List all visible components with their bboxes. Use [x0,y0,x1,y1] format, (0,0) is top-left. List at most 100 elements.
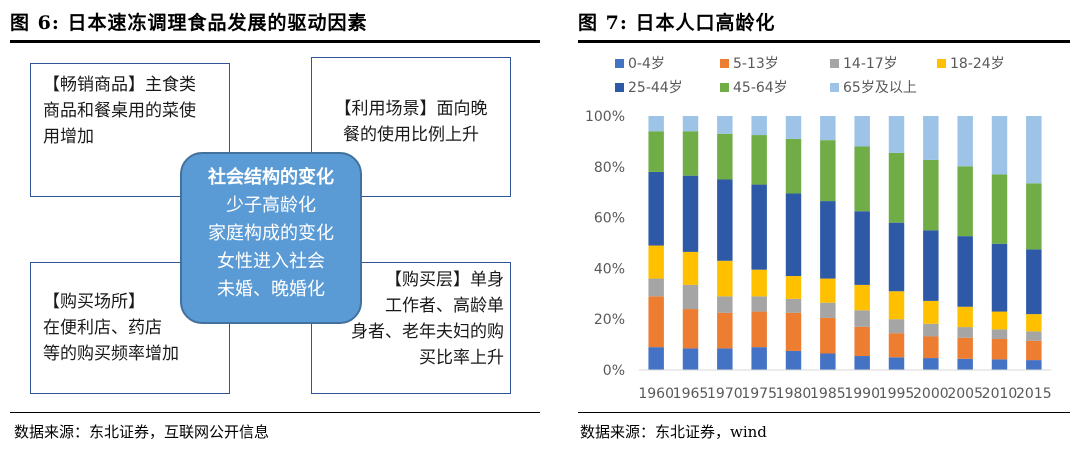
bar-segment [1026,331,1042,341]
bar-segment [751,296,767,312]
figure-7-title-rule [578,40,1070,43]
bar-segment [854,284,870,311]
bar-segment [785,193,802,277]
bar-segment [854,146,870,212]
bar-segment [648,296,664,348]
bar-segment [785,116,802,139]
figure-6-source: 数据来源：东北证券，互联网公开信息 [14,423,270,441]
x-tick-label: 1960 [638,386,674,402]
bar-segment [820,353,836,370]
legend-label: 45-64岁 [733,80,788,96]
bar-segment [888,222,905,292]
bar-segment [717,312,733,349]
bar-segment [751,135,767,185]
x-tick-label: 2005 [947,386,983,402]
box-best-selling-products: 【畅销商品】主食类 商品和餐桌用的菜使 用增加 [30,63,230,197]
bar-segment [648,278,664,297]
bar-segment [888,319,905,334]
bar-segment [854,116,870,147]
bar-segment [751,116,767,136]
bar-segment [991,311,1008,330]
bar-segment [648,171,664,246]
bar-segment [991,116,1008,175]
bar-segment [682,131,699,176]
legend-swatch [720,59,729,68]
bar-segment [648,116,664,132]
box-line: 工作者、高龄单 [385,296,504,316]
y-tick-label: 40% [594,261,625,277]
legend-swatch [937,59,946,68]
box-line: 餐的使用比例上升 [343,125,479,145]
legend-swatch [720,83,729,92]
bar-segment [1026,183,1042,250]
box-line: 【利用场景】面向晚 [334,99,488,119]
figure-6-bottom-rule [10,412,540,413]
legend-label: 5-13岁 [733,56,779,72]
center-line: 家庭构成的变化 [208,223,334,244]
bar-segment [957,116,973,167]
x-tick-label: 1970 [707,386,743,402]
population-age-stacked-bar-chart: 0-4岁 5-13岁 14-17岁 18-24岁 25-44岁 45-64岁 65岁及以上 0… [585,56,1052,402]
y-tick-label: 60% [594,211,625,227]
box-line: 身者、老年夫妇的购 [351,322,504,342]
bar-segment [751,311,767,348]
bar-segment [682,309,699,349]
figure-6-title-rule [10,40,540,43]
bar-segment [957,327,973,338]
bar-segment [785,138,802,194]
bar-segment [820,116,836,141]
bar-segment [682,116,699,132]
center-heading: 社会结构的变化 [208,167,334,188]
bar-segment [1026,360,1042,370]
bar-segment [991,359,1008,370]
bar-segment [991,243,1008,312]
bar-segment [820,317,836,354]
bar-segment [717,348,733,370]
bar-segment [923,116,939,160]
bar-segment [888,152,905,223]
bar-segment [957,358,973,370]
y-tick-label: 20% [594,312,625,328]
bar-segment [717,260,733,297]
legend-swatch [615,83,624,92]
bar-segment [820,140,836,202]
bar-segment [751,269,767,297]
bar-segment [1026,249,1042,315]
bar-segment [648,347,664,370]
legend-label: 14-17岁 [843,56,898,72]
bar-segment [888,291,905,320]
bar-segment [682,251,699,285]
bar-segment [854,326,870,357]
bar-segment [854,356,870,370]
bar-segment [820,302,836,318]
bar-segment [888,333,905,358]
bar-segment [923,336,939,359]
y-tick-label: 0% [603,363,625,379]
x-tick-label: 2015 [1016,386,1052,402]
y-tick-label: 80% [594,160,625,176]
box-purchase-location: 【购买场所】 在便利店、药店 等的购买频率增加 [30,262,230,394]
y-tick-label: 100% [585,109,625,125]
bar-segment [820,278,836,303]
center-line: 女性进入社会 [217,251,325,272]
bar-segment [1026,340,1042,361]
legend-label: 0-4岁 [628,56,665,72]
bar-segment [957,306,973,328]
bar-segment [717,179,733,261]
figure-7-title: 图 7: 日本人口高龄化 [578,12,776,34]
bar-segment [957,166,973,237]
box-line: 在便利店、药店 [43,318,162,338]
bar-segment [991,174,1008,244]
bar-segment [1026,116,1042,184]
legend-swatch [830,83,839,92]
box-line: 用增加 [43,127,94,147]
figure-7-bottom-rule [578,412,1070,413]
bar-segment [1026,314,1042,332]
x-tick-label: 1980 [776,386,812,402]
bar-segment [991,339,1008,360]
bar-segment [717,296,733,313]
legend-label: 18-24岁 [950,56,1005,72]
center-line: 未婚、晚婚化 [217,279,325,300]
box-line: 【购买层】单身 [385,270,504,290]
bar-segment [682,175,699,252]
